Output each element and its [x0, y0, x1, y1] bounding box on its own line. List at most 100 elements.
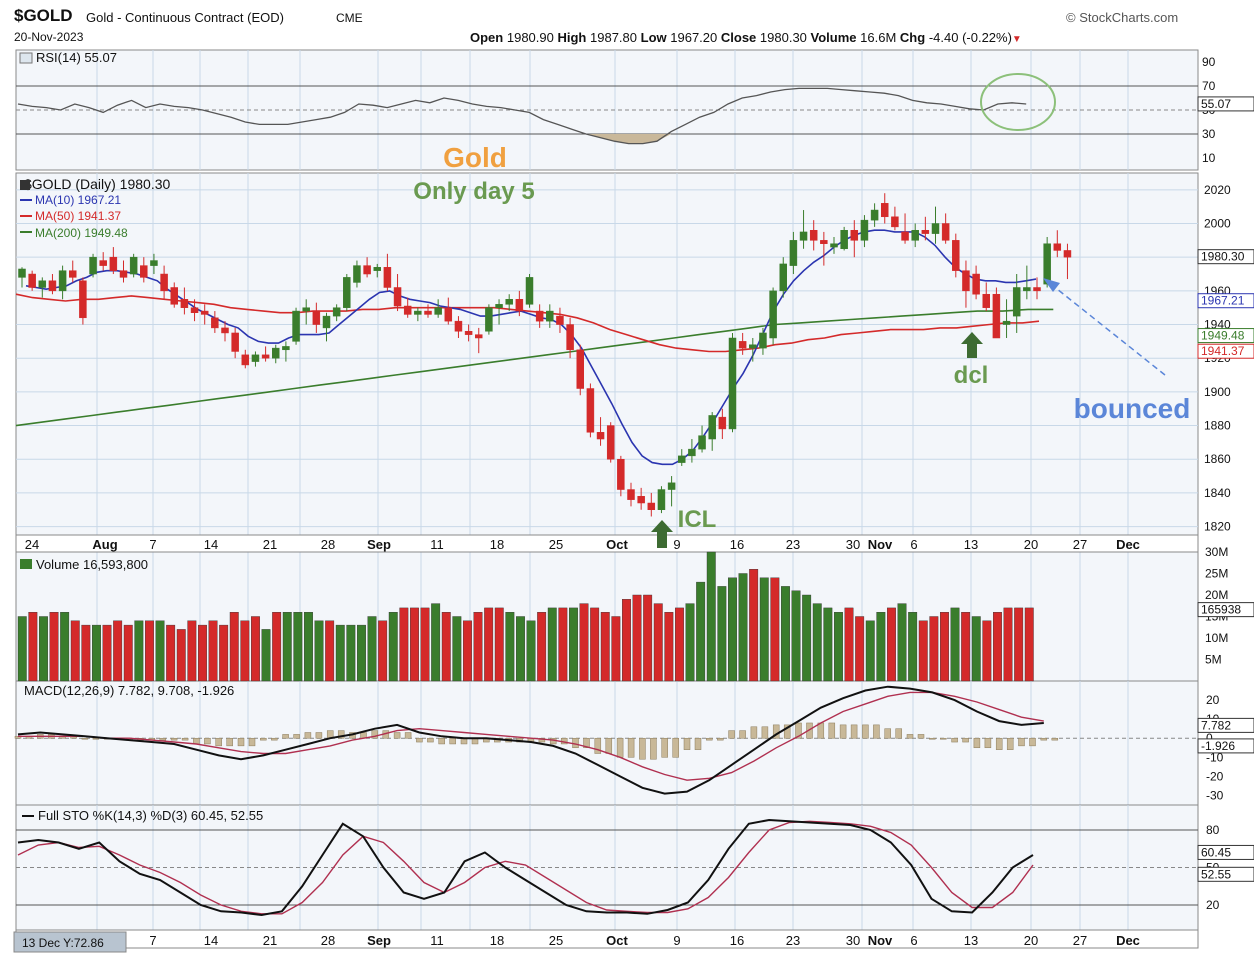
- candle-body: [475, 334, 483, 339]
- close-label: Close: [720, 30, 757, 45]
- macd-histogram-bar: [393, 732, 401, 739]
- macd-histogram-bar: [538, 737, 546, 743]
- candle-body: [200, 310, 209, 315]
- ma200-value-tag: 1949.48: [1201, 329, 1245, 343]
- candle-body: [566, 324, 574, 351]
- macd-histogram-bar: [706, 737, 713, 741]
- volume-bar: [950, 607, 960, 682]
- volume-bar: [558, 607, 568, 682]
- macd-histogram-bar: [639, 737, 646, 760]
- rsi-axis-label: 90: [1202, 55, 1216, 69]
- x-tick-label: 25: [549, 537, 563, 552]
- volume-value-tag: 165938: [1201, 603, 1241, 617]
- bottom-x-tick-label: 11: [430, 933, 444, 948]
- x-tick-label: 20: [1024, 537, 1038, 552]
- candle-body: [180, 299, 189, 308]
- candle-body: [820, 240, 828, 244]
- volume-bar: [611, 616, 621, 682]
- volume-bar: [547, 607, 557, 682]
- ma200-line: [15, 308, 1054, 427]
- candle-body: [48, 280, 57, 292]
- macd-histogram-bar: [404, 732, 412, 739]
- sto-d-value-tag: 52.55: [1201, 867, 1231, 881]
- macd-histogram-bar: [862, 724, 869, 739]
- sto-k-value-tag-box: [1197, 844, 1254, 860]
- candle-body: [221, 327, 229, 334]
- bottom-x-tick-label: 20: [1024, 933, 1038, 948]
- volume-bar: [749, 569, 759, 682]
- candle-body: [881, 203, 889, 218]
- candle-body: [160, 273, 168, 292]
- volume-bar: [229, 612, 239, 682]
- candle-body: [799, 231, 808, 241]
- volume-bar: [484, 607, 494, 682]
- brand-text: StockCharts.com: [1079, 10, 1179, 25]
- candle-body: [403, 305, 412, 315]
- symbol-label: $GOLD: [14, 6, 73, 25]
- candle-body: [119, 270, 128, 278]
- volume-bar: [728, 577, 737, 682]
- macd-value-tag-box: [1197, 717, 1254, 733]
- volume-bar: [526, 620, 536, 682]
- candle-body: [779, 263, 787, 292]
- gold-annotation: Gold: [443, 142, 507, 173]
- candle-body: [1063, 250, 1072, 258]
- sto-k-value-tag: 60.45: [1201, 845, 1231, 859]
- macd-signal-line: [18, 691, 1044, 781]
- candle-body: [99, 260, 107, 266]
- bottom-x-tick-label: Nov: [868, 933, 893, 948]
- candle-body: [464, 331, 473, 335]
- x-tick-label: Nov: [868, 537, 893, 552]
- candle-body: [982, 293, 990, 308]
- candle-body: [617, 458, 625, 490]
- volume-bar: [325, 620, 335, 682]
- volume-bar: [166, 624, 176, 682]
- volume-bar: [441, 612, 451, 682]
- macd-histogram-bar: [282, 734, 289, 739]
- sto-axis-label: 80: [1206, 823, 1220, 837]
- candle-body: [343, 277, 351, 308]
- macd-histogram-bar: [449, 737, 456, 745]
- volume-bar: [17, 616, 27, 682]
- macd-histogram-bar: [170, 737, 178, 741]
- macd-histogram-bar: [1040, 737, 1048, 741]
- volume-bar: [494, 607, 504, 682]
- price-axis-label: 1820: [1204, 520, 1231, 534]
- volume-bar: [261, 629, 271, 682]
- icl-up-arrow-icon: [651, 520, 673, 548]
- candle-body: [627, 489, 635, 500]
- brand-label: © StockCharts.com: [1066, 10, 1179, 25]
- volume-bar: [293, 612, 303, 682]
- close-price-tag-box: [1197, 249, 1254, 265]
- ma50-value-tag: 1941.37: [1201, 344, 1245, 358]
- candle-body: [525, 277, 534, 305]
- macd-histogram-bar: [260, 737, 267, 741]
- candle-body: [38, 280, 47, 288]
- rsi-line: [17, 87, 1027, 145]
- candle-body: [789, 240, 798, 266]
- candle-body: [414, 310, 422, 315]
- volume-bar: [918, 620, 928, 682]
- volume-bar: [399, 607, 409, 682]
- volume-bar: [664, 612, 674, 682]
- volume-label: Volume: [810, 30, 857, 45]
- candle-body: [515, 299, 524, 312]
- macd-histogram-bar: [1029, 737, 1036, 747]
- sto-title: Full STO %K(14,3) %D(3) 60.45, 52.55: [38, 808, 263, 823]
- candle-body: [962, 270, 970, 292]
- crosshair-readout-box: [13, 931, 127, 953]
- macd-histogram-bar: [828, 722, 836, 739]
- macd-histogram-bar: [850, 724, 858, 739]
- bottom-x-tick-label: 18: [490, 933, 504, 948]
- volume-bar: [781, 586, 790, 682]
- volume-bar: [823, 607, 833, 682]
- price-axis-label: 1900: [1204, 385, 1231, 399]
- price-axis-label: 1940: [1204, 318, 1231, 332]
- volume-value-tag-box: [1197, 602, 1254, 618]
- macd-value-tag: 7.782: [1201, 718, 1231, 732]
- macd-histogram-bar: [694, 737, 702, 750]
- macd-histogram-bar: [248, 737, 256, 747]
- volume-bar: [134, 620, 144, 682]
- price-panel-icon: [20, 180, 30, 190]
- macd-histogram-bar: [605, 737, 613, 754]
